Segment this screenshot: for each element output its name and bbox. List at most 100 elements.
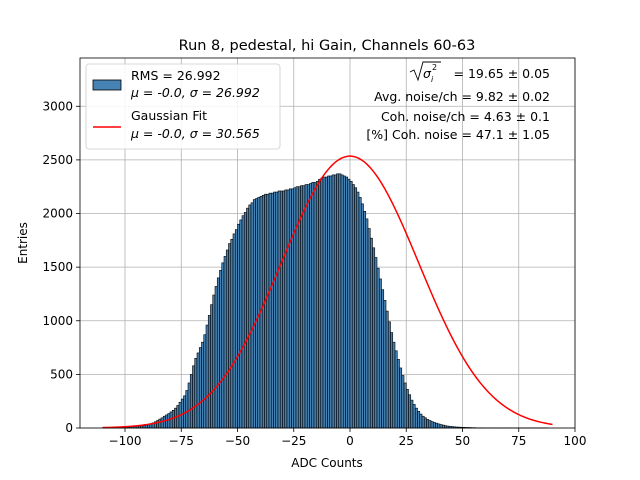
histogram-bar — [252, 199, 256, 429]
histogram-bar — [383, 300, 387, 429]
histogram-bar — [426, 419, 430, 429]
x-tick-label: −100 — [109, 434, 142, 448]
histogram-bar — [354, 187, 358, 429]
histogram-bar — [293, 187, 297, 429]
histogram-bar — [207, 315, 211, 429]
histogram-bar — [187, 382, 191, 429]
histogram-bar — [239, 219, 243, 429]
histogram-bar — [336, 173, 340, 429]
histogram-bar — [441, 424, 445, 429]
y-tick-label: 3000 — [42, 99, 73, 113]
histogram-bar — [196, 352, 200, 429]
histogram-bar — [266, 193, 270, 429]
histogram-bar — [435, 422, 439, 429]
histogram-bar — [309, 183, 313, 429]
histogram-bar — [349, 181, 353, 429]
histogram-bar — [228, 243, 232, 429]
histogram-bar — [214, 286, 218, 429]
histogram-bar — [167, 413, 171, 429]
histogram-bar — [243, 212, 247, 429]
histogram-bar — [421, 415, 425, 429]
histogram-bar — [304, 184, 308, 429]
histogram-bar — [282, 190, 286, 429]
histogram-bars — [102, 173, 549, 429]
y-tick-label: 2000 — [42, 207, 73, 221]
histogram-bar — [144, 424, 148, 429]
histogram-bar — [329, 175, 333, 429]
histogram-bar — [246, 207, 250, 429]
histogram-bar — [315, 181, 319, 429]
histogram-bar — [192, 365, 196, 429]
y-tick-label: 2500 — [42, 153, 73, 167]
histogram-bar — [203, 334, 207, 429]
sigma-sup: 2 — [432, 63, 437, 72]
histogram-bar — [288, 188, 292, 429]
histogram-bar — [342, 175, 346, 429]
histogram-bar — [403, 382, 407, 429]
histogram-bar — [417, 411, 421, 429]
histogram-bar — [412, 404, 416, 429]
legend-fit-stats: μ = -0.0, σ = 30.565 — [130, 126, 260, 141]
histogram-bar — [394, 350, 398, 429]
histogram-bar — [385, 310, 389, 429]
histogram-bar — [399, 367, 403, 429]
sqrt-radical-icon — [409, 61, 441, 82]
x-tick-label: −50 — [225, 434, 250, 448]
histogram-bar — [367, 228, 371, 429]
histogram-bar — [241, 215, 245, 429]
histogram-bar — [268, 192, 272, 429]
legend-histogram-swatch — [92, 79, 122, 91]
histogram-bar — [277, 190, 281, 429]
x-tick-label: −25 — [281, 434, 306, 448]
legend-fit-label: Gaussian Fit — [131, 108, 207, 123]
histogram-bar — [345, 176, 349, 429]
histogram-bar — [210, 304, 214, 429]
histogram-bar — [302, 185, 306, 429]
histogram-bar — [216, 277, 220, 429]
histogram-bar — [169, 411, 173, 429]
histogram-bar — [358, 197, 362, 429]
histogram-bar — [374, 257, 378, 429]
histogram-bar — [324, 176, 328, 429]
chart-title: Run 8, pedestal, hi Gain, Channels 60-63 — [179, 38, 476, 54]
histogram-bar — [291, 188, 295, 429]
y-tick-label: 500 — [50, 367, 73, 381]
histogram-bar — [273, 191, 277, 429]
annotation-line-1: = 19.65 ± 0.05 — [450, 66, 550, 81]
sigma-sub: i — [431, 75, 434, 84]
histogram-bar — [198, 347, 202, 429]
histogram-bar — [338, 173, 342, 429]
histogram-bar — [313, 182, 317, 429]
histogram-bar — [378, 278, 382, 429]
legend: RMS = 26.992 μ = -0.0, σ = 26.992 Gaussi… — [85, 63, 281, 150]
histogram-bar — [189, 374, 193, 429]
histogram-bar — [392, 341, 396, 429]
annotations: σ i 2 = 19.65 ± 0.05 Avg. noise/ch = 9.8… — [366, 61, 550, 142]
histogram-bar — [171, 410, 175, 429]
legend-box — [85, 63, 281, 150]
histogram-bar — [185, 390, 189, 429]
histogram-bar — [432, 422, 436, 429]
histogram-bar — [390, 332, 394, 429]
histogram-bar — [414, 407, 418, 429]
histogram-bar — [165, 414, 169, 429]
histogram-bar — [430, 421, 434, 429]
histogram-bar — [261, 194, 265, 429]
histogram-bar — [223, 256, 227, 429]
plot-frame — [79, 57, 576, 429]
histogram-bar — [419, 413, 423, 429]
histogram-bar — [405, 389, 409, 429]
histogram-bar — [286, 189, 290, 429]
x-axis-ticks: −100 −75 −50 −25 0 25 50 75 100 — [109, 428, 586, 448]
histogram-bar — [219, 270, 223, 429]
x-tick-label: −75 — [169, 434, 194, 448]
histogram-bar — [365, 218, 369, 429]
histogram-bar — [320, 177, 324, 429]
histogram-bar — [248, 204, 252, 429]
histogram-bar — [333, 174, 337, 429]
histogram-bar — [255, 198, 259, 429]
histogram-bar — [347, 178, 351, 429]
histogram-bar — [250, 202, 254, 429]
x-tick-label: 25 — [399, 434, 414, 448]
